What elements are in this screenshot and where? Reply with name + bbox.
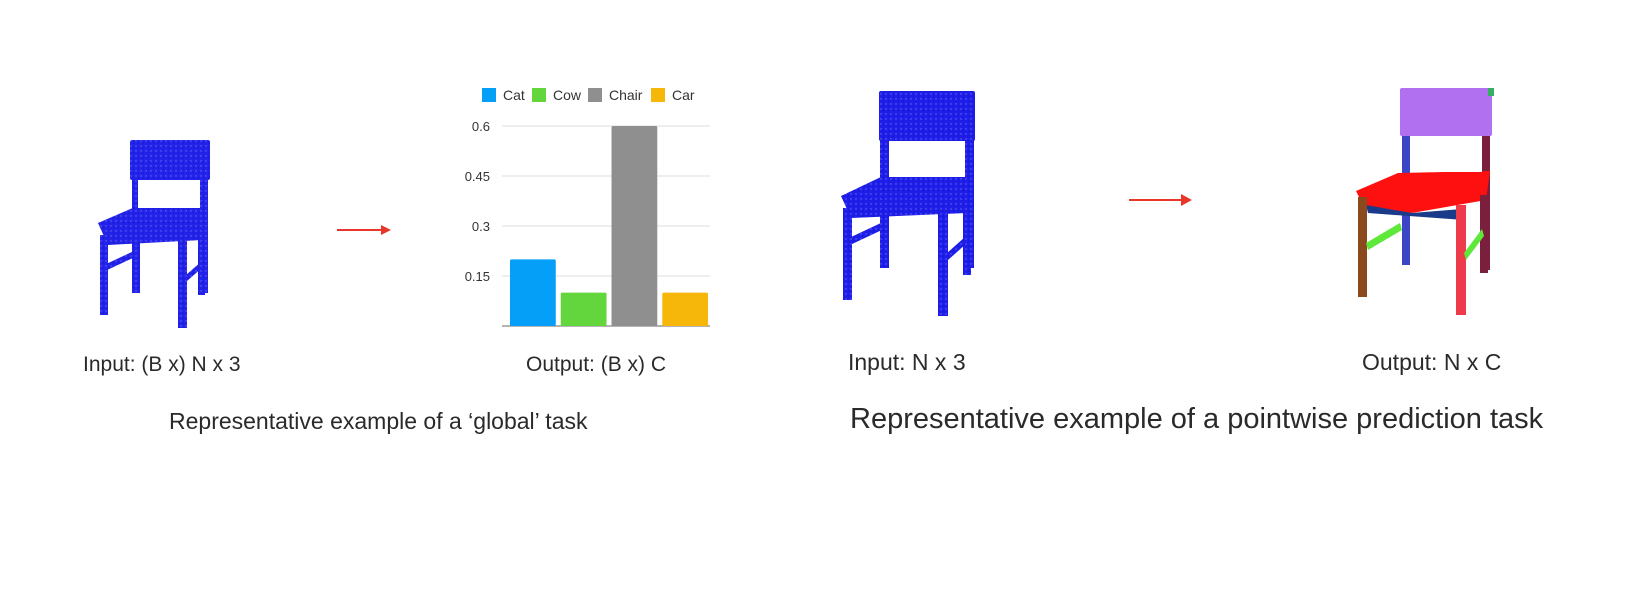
legend-label-car: Car bbox=[672, 87, 695, 103]
bar-cat bbox=[510, 259, 556, 326]
input-point-cloud-chair-pointwise bbox=[841, 91, 975, 316]
legend-swatch-chair bbox=[588, 88, 602, 102]
legend-swatch-car bbox=[651, 88, 665, 102]
y-tick-label: 0.6 bbox=[472, 119, 490, 134]
legend-swatch-cat bbox=[482, 88, 496, 102]
legend-label-cow: Cow bbox=[553, 87, 582, 103]
pointwise-task-title: Representative example of a pointwise pr… bbox=[850, 403, 1544, 435]
y-tick-label: 0.3 bbox=[472, 219, 490, 234]
bar-chair bbox=[611, 126, 658, 326]
global-output-label: Output: (B x) C bbox=[526, 353, 667, 376]
global-input-label: Input: (B x) N x 3 bbox=[83, 353, 241, 376]
arrow-icon-global bbox=[337, 225, 391, 235]
class-probability-bar-chart: Cat Cow Chair Car 0.15 0.3 0.45 0.6 bbox=[465, 87, 710, 327]
y-tick-label: 0.45 bbox=[465, 169, 490, 184]
global-task-title: Representative example of a ‘global’ tas… bbox=[169, 408, 588, 434]
chart-y-axis-ticks: 0.15 0.3 0.45 0.6 bbox=[465, 119, 490, 284]
chart-bars bbox=[510, 126, 709, 326]
legend-swatch-cow bbox=[532, 88, 546, 102]
legend-label-chair: Chair bbox=[609, 87, 643, 103]
chart-legend: Cat Cow Chair Car bbox=[482, 87, 695, 103]
bar-car bbox=[662, 292, 709, 326]
input-point-cloud-chair-global bbox=[98, 140, 210, 328]
bar-cow bbox=[560, 292, 607, 326]
legend-label-cat: Cat bbox=[503, 87, 525, 103]
y-tick-label: 0.15 bbox=[465, 269, 490, 284]
pointwise-input-label: Input: N x 3 bbox=[848, 349, 966, 375]
output-segmented-chair bbox=[1356, 88, 1494, 315]
pointwise-output-label: Output: N x C bbox=[1362, 349, 1502, 375]
arrow-icon-pointwise bbox=[1129, 194, 1192, 206]
